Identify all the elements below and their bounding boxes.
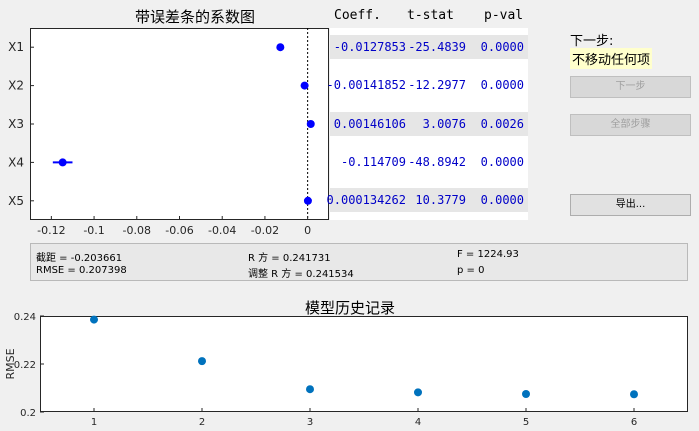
row-label: X4 (8, 155, 24, 169)
next-step-button[interactable]: 下一步 (570, 76, 691, 98)
tstat-value: 3.0076 (422, 117, 466, 131)
x-tick-label: 3 (307, 417, 313, 428)
model-history-plot[interactable]: 1 2 3 4 5 6 0.2 0.22 0.24 RMSE (4, 312, 688, 428)
y-tick-label: 0.24 (14, 312, 36, 323)
history-plot-title: 模型历史记录 (304, 299, 395, 317)
plot-frame (40, 316, 688, 412)
adj-rsquared-stat: 调整 R 方 = 0.241534 (248, 269, 354, 280)
x-tick-label: 1 (91, 417, 97, 428)
coefficient-point (58, 158, 67, 167)
tstat-value: 10.3779 (415, 193, 466, 207)
y-axis-label: RMSE (4, 348, 17, 379)
y-tick-label: 0.2 (20, 408, 36, 419)
intercept-stat: 截距 = -0.203661 (36, 253, 123, 264)
model-history-plot-svg[interactable]: 1 2 3 4 5 6 0.2 0.22 0.24 RMSE (4, 312, 688, 428)
plot-frame (30, 28, 329, 220)
f-stat: F = 1224.93 (457, 249, 519, 260)
header-coeff: Coeff. (334, 8, 381, 23)
row-label: X2 (8, 79, 24, 93)
row-label: X5 (8, 194, 24, 208)
header-pval: p-val (484, 8, 524, 23)
coefficient-point (276, 43, 285, 52)
coefficient-point (300, 81, 309, 90)
coefficient-point (303, 196, 312, 205)
history-point (306, 385, 314, 394)
table-row[interactable]: -0.114709 -48.8942 0.0000 (330, 150, 528, 174)
history-point (522, 390, 530, 398)
tstat-value: -12.2977 (408, 78, 466, 92)
header-tstat: t-stat (407, 8, 454, 23)
x-tick-label: -0.02 (251, 224, 279, 237)
pval-value: 0.0000 (480, 78, 524, 92)
rmse-stat: RMSE = 0.207398 (36, 265, 127, 276)
x-tick-label: -0.06 (165, 224, 193, 237)
rsquared-stat: R 方 = 0.241731 (248, 253, 331, 264)
history-point (414, 388, 422, 397)
x-tick-label: -0.1 (83, 224, 104, 237)
x-tick-label: -0.08 (123, 224, 151, 237)
table-row[interactable]: 0.000134262 10.3779 0.0000 (326, 188, 528, 212)
table-row[interactable]: 0.00146106 3.0076 0.0026 (330, 112, 528, 136)
coeff-value: 0.00146106 (333, 117, 406, 131)
y-tick-label: 0.22 (14, 360, 36, 371)
export-button[interactable]: 导出... (570, 194, 691, 216)
pval-value: 0.0000 (480, 40, 524, 54)
pval-value: 0.0026 (480, 117, 524, 131)
table-row[interactable]: -0.00141852 -12.2977 0.0000 (326, 73, 528, 97)
coeff-value: 0.000134262 (326, 193, 406, 207)
next-step-title: 下一步: (570, 34, 614, 49)
x-tick-label: -0.04 (208, 224, 236, 237)
coeff-value: -0.00141852 (326, 78, 406, 92)
x-tick-label: -0.12 (37, 224, 65, 237)
coefficient-point (306, 120, 315, 128)
pval-value: 0.0000 (480, 155, 524, 169)
x-tick-label: 4 (415, 417, 421, 428)
pval-value: 0.0000 (480, 193, 524, 207)
p-stat: p = 0 (457, 265, 485, 276)
history-point (198, 357, 206, 366)
model-stats-panel: 截距 = -0.203661 RMSE = 0.207398 R 方 = 0.2… (30, 243, 688, 281)
coefficient-plot-title: 带误差条的系数图 (134, 8, 255, 26)
x-tick-label: 5 (523, 417, 529, 428)
x-tick-label: 2 (199, 417, 205, 428)
x-tick-label: 6 (631, 417, 637, 428)
history-point (90, 315, 98, 324)
coefficient-plot[interactable]: -0.12 -0.1 -0.08 -0.06 -0.04 -0.02 0 X1 X2 X3 X4 X5 (8, 28, 329, 237)
coefficient-plot-svg[interactable]: -0.12 -0.1 -0.08 -0.06 -0.04 -0.02 0 X1 X2 X3 X4 X5 (8, 28, 329, 237)
x-tick-label: 0 (304, 224, 311, 237)
table-row[interactable]: -0.0127853 -25.4839 0.0000 (330, 35, 528, 59)
all-steps-button[interactable]: 全部步骤 (570, 114, 691, 136)
tstat-value: -25.4839 (408, 40, 466, 54)
row-label: X1 (8, 40, 24, 54)
coeff-value: -0.0127853 (333, 40, 406, 54)
row-label: X3 (8, 117, 24, 131)
coefficient-table: -0.0127853 -25.4839 0.0000 -0.00141852 -… (326, 28, 528, 220)
coeff-value: -0.114709 (340, 155, 406, 169)
next-step-value: 不移动任何项 (570, 48, 653, 69)
tstat-value: -48.8942 (408, 155, 466, 169)
history-point (630, 390, 638, 399)
